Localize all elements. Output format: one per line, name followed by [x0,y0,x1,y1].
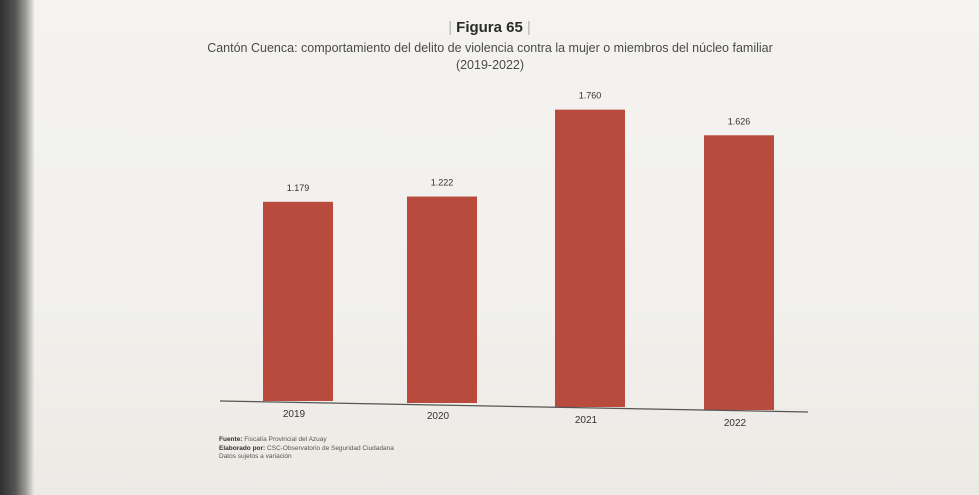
subtitle-line-1: Cantón Cuenca: comportamiento del delito… [207,41,773,55]
author-text: CSC-Observatorio de Seguridad Ciudadana [267,444,394,452]
x-tick-labels-layer: 2019 2020 2021 2022 [283,409,747,429]
x-tick-label-2020: 2020 [427,411,450,422]
book-gutter-shadow [0,0,34,495]
author-label: Elaborado por: [219,444,266,452]
figure-subtitle: Cantón Cuenca: comportamiento del delito… [130,40,850,74]
x-tick-label-2021: 2021 [575,415,598,426]
value-label-2021: 1.760 [579,91,602,101]
page [34,0,979,495]
value-label-2020: 1.222 [431,178,454,188]
source-text: Fiscalía Provincial del Azuay [244,436,327,443]
note-line: Datos sujetos a variación [219,453,292,460]
bars-layer [263,109,774,411]
title-right-rule: | [526,19,531,36]
value-label-2022: 1.626 [728,116,751,126]
figure-footer: Fuente: Fiscalía Provincial del Azuay El… [219,436,394,462]
bar-2020 [407,196,477,403]
subtitle-line-2: (2019-2022) [455,58,525,72]
bar-2021 [555,109,625,407]
x-tick-label-2022: 2022 [724,418,747,429]
value-label-2019: 1.179 [287,183,310,193]
author-line: Elaborado por: CSC-Observatorio de Segur… [219,445,394,454]
bar-2022 [704,135,774,411]
source-line: Fuente: Fiscalía Provincial del Azuay [219,436,394,445]
bar-2019 [263,201,333,401]
x-tick-label-2019: 2019 [283,409,306,420]
value-labels-layer: 1.179 1.222 1.760 1.626 [287,91,751,193]
figure-title: | Figura 65 | [0,19,979,36]
x-axis-line [219,400,809,413]
source-label: Fuente: [219,436,243,443]
figure-label: Figura 65 [456,19,523,36]
title-left-rule: | [448,19,453,36]
